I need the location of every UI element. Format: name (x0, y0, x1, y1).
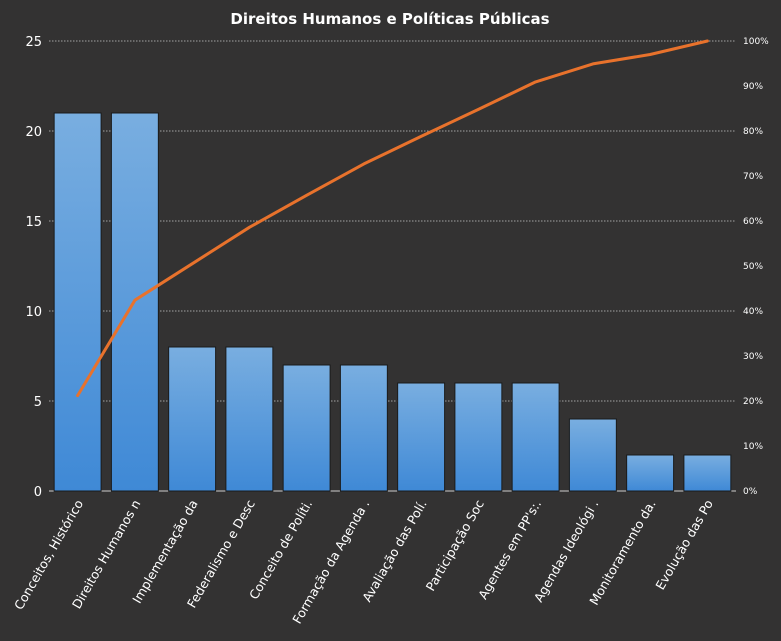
y-left-tick-label: 5 (34, 395, 42, 410)
y-right-tick-label: 40% (743, 307, 763, 317)
y-right-tick-label: 60% (743, 217, 763, 227)
y-right-tick-label: 70% (743, 172, 763, 182)
x-tick-label: Avaliação das Polí. (359, 497, 430, 604)
y-left-tick-label: 25 (25, 35, 42, 50)
bar (282, 364, 331, 492)
y-right-tick-label: 20% (743, 397, 763, 407)
y-right-tick-label: 10% (743, 442, 763, 452)
x-tick-label: Conceito de Políti. (246, 497, 315, 602)
bar (397, 382, 446, 492)
cumulative-line-layer (76, 39, 709, 398)
bar (225, 346, 274, 492)
bar (53, 112, 102, 492)
x-tick-label: Participação Soc (423, 497, 487, 594)
x-tick-label: Agendas Ideológi . (531, 497, 602, 605)
x-tick-label: Evolução das Po (652, 497, 716, 592)
x-tick-label: Agentes em PP's:. (475, 497, 544, 602)
y-left-tick-label: 0 (34, 485, 42, 500)
bar (168, 346, 217, 492)
y-left-tick-label: 15 (25, 215, 42, 230)
y-right-tick-label: 30% (743, 352, 763, 362)
x-tick-label: Implementação da (129, 497, 201, 606)
y-left-tick-label: 20 (25, 125, 42, 140)
bar (626, 454, 675, 492)
x-tick-label: Monitoramento da. (586, 497, 659, 608)
y-axis-left: 0 5 10 15 20 25 (25, 35, 42, 500)
bar (683, 454, 732, 492)
y-right-tick-label: 90% (743, 82, 763, 92)
bars (53, 112, 732, 492)
bar (511, 382, 560, 492)
bar (454, 382, 503, 492)
y-right-tick-label: 50% (743, 262, 763, 272)
gridlines (49, 40, 736, 492)
y-left-tick-label: 10 (25, 305, 42, 320)
y-right-tick-label: 80% (743, 127, 763, 137)
y-right-tick-label: 0% (743, 487, 758, 497)
y-axis-right: 0% 10% 20% 30% 40% 50% 60% 70% 80% 90% 100% (743, 37, 769, 497)
cumulative-line (76, 39, 709, 398)
bar (339, 364, 388, 492)
chart-title: Direitos Humanos e Políticas Públicas (230, 10, 549, 28)
y-right-tick-label: 100% (743, 37, 769, 47)
bar (568, 418, 617, 492)
